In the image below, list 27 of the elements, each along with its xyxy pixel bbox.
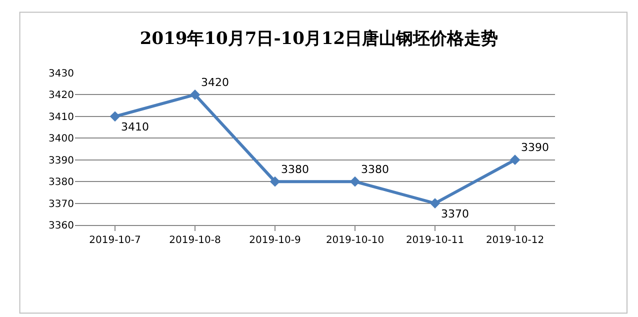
data-label: 3370 xyxy=(441,208,469,221)
y-tick-label: 3360 xyxy=(48,220,74,232)
data-label: 3380 xyxy=(361,162,389,176)
y-tick-label: 3430 xyxy=(48,68,74,80)
y-tick-label: 3380 xyxy=(48,177,74,188)
data-label: 3390 xyxy=(521,141,549,154)
y-tick-label: 3410 xyxy=(48,112,74,123)
chart-title: 2019年10月7日-10月12日唐山钢坯价格走势 xyxy=(140,28,498,49)
point xyxy=(270,176,280,187)
x-tick-label: 2019-10-11 xyxy=(406,235,464,246)
point xyxy=(430,198,440,208)
data-label: 3410 xyxy=(121,120,149,134)
x-tick-label: 2019-10-7 xyxy=(89,235,141,246)
y-tick-label: 3390 xyxy=(48,155,74,166)
point xyxy=(190,90,200,100)
point xyxy=(350,176,360,187)
y-tick-label: 3400 xyxy=(48,134,74,145)
x-tick-label: 2019-10-12 xyxy=(486,235,544,246)
x-tick-label: 2019-10-10 xyxy=(326,235,384,246)
y-tick-label: 3370 xyxy=(48,198,74,210)
x-tick-label: 2019-10-9 xyxy=(249,235,301,246)
data-label: 3380 xyxy=(281,162,309,176)
data-label: 3420 xyxy=(201,76,229,89)
y-tick-label: 3420 xyxy=(48,90,74,102)
point xyxy=(510,154,520,166)
point xyxy=(110,111,120,122)
x-tick-label: 2019-10-8 xyxy=(169,235,221,246)
